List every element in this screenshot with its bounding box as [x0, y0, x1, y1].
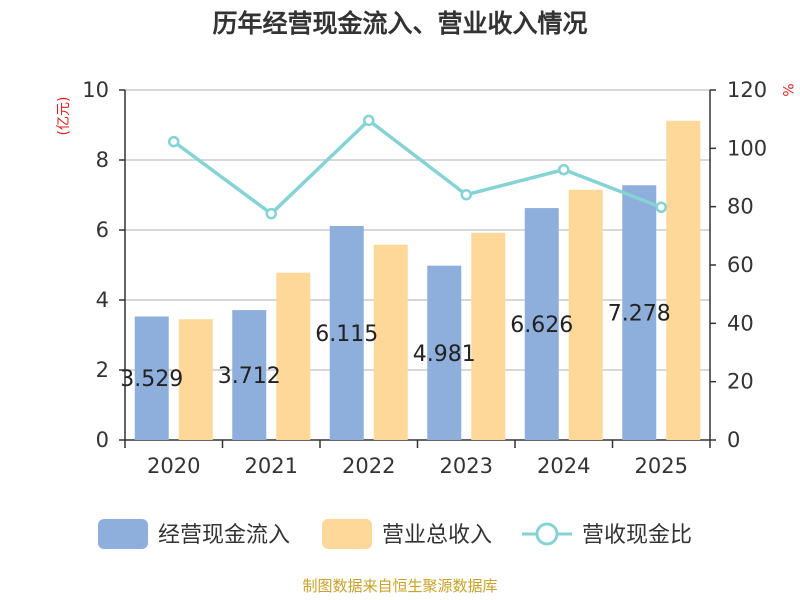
x-axis-tick-label: 2024 — [537, 454, 590, 478]
legend-label: 经营现金流入 — [158, 523, 290, 548]
ratio-point — [363, 114, 375, 127]
legend-swatch-marker — [535, 522, 559, 546]
legend-label: 营业总收入 — [382, 523, 492, 548]
bar-data-label: 3.712 — [218, 364, 281, 389]
bar-operating-cash-inflow — [329, 225, 364, 440]
ratio-point — [265, 207, 277, 220]
ratio-line — [172, 118, 662, 216]
x-axis-tick-label: 2025 — [635, 454, 688, 478]
bar-data-label: 6.626 — [510, 313, 573, 338]
bar-operating-cash-inflow — [622, 185, 657, 440]
bar-total-revenue — [471, 232, 506, 440]
ratio-point — [168, 135, 180, 148]
legend-swatch — [98, 519, 148, 549]
ratio-point — [655, 201, 667, 213]
bar-operating-cash-inflow — [427, 265, 462, 440]
data-source-note: 制图数据来自恒生聚源数据库 — [302, 577, 497, 595]
bar-operating-cash-inflow — [524, 208, 559, 440]
right-axis-tick-label: 120 — [727, 78, 767, 102]
bar-data-label: 3.529 — [120, 367, 183, 392]
x-axis-tick-label: 2021 — [245, 454, 298, 478]
bar-total-revenue — [568, 189, 603, 440]
right-axis-tick-label: 100 — [727, 136, 767, 160]
right-axis-tick-label: 80 — [727, 195, 754, 219]
x-axis-tick-label: 2022 — [342, 454, 395, 478]
legend-label: 营收现金比 — [582, 523, 692, 548]
left-axis-tick-label: 8 — [96, 148, 109, 172]
x-axis-tick-label: 2020 — [147, 454, 200, 478]
ratio-point — [558, 163, 570, 176]
bar-data-label: 6.115 — [315, 322, 378, 347]
right-axis-tick-label: 60 — [727, 253, 754, 277]
bar-total-revenue — [666, 120, 701, 441]
left-axis-tick-label: 4 — [96, 288, 109, 312]
bar-total-revenue — [373, 244, 408, 440]
ratio-point — [460, 188, 472, 201]
left-axis-unit: (亿元) — [56, 97, 72, 136]
left-axis-tick-label: 2 — [96, 358, 109, 382]
right-axis-tick-label: 40 — [727, 311, 754, 335]
bar-data-label: 4.981 — [413, 342, 476, 367]
chart-title: 历年经营现金流入、营业收入情况 — [212, 9, 587, 38]
bar-operating-cash-inflow — [232, 310, 267, 440]
legend-swatch — [322, 519, 372, 549]
left-axis-tick-label: 6 — [96, 218, 109, 242]
bar-total-revenue — [276, 272, 311, 440]
right-axis-unit: % — [779, 83, 795, 96]
left-axis-tick-label: 0 — [96, 428, 109, 452]
bar-total-revenue — [178, 319, 213, 440]
x-axis-tick-label: 2023 — [440, 454, 493, 478]
bar-operating-cash-inflow — [134, 316, 169, 440]
left-axis-tick-label: 10 — [82, 78, 109, 102]
bar-data-label: 7.278 — [608, 302, 671, 327]
right-axis-tick-label: 0 — [727, 428, 740, 452]
right-axis-tick-label: 20 — [727, 370, 754, 394]
